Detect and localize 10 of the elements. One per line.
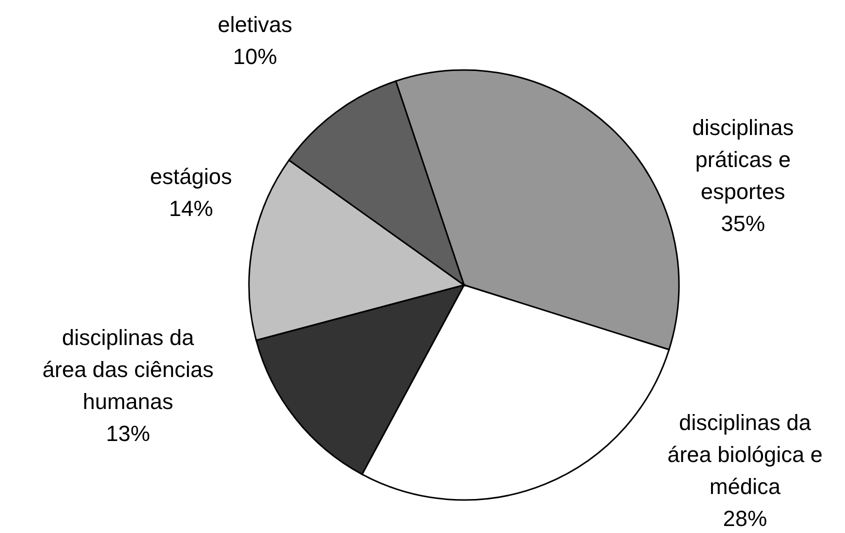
slice-label: estágios bbox=[150, 164, 232, 188]
slice-label: disciplinas da área das ciências humanas bbox=[42, 324, 214, 414]
slice-label: eletivas bbox=[218, 12, 292, 36]
data-label: 13% bbox=[106, 420, 150, 446]
data-label: 14% bbox=[168, 196, 214, 220]
slice-label: disciplinas práticas e esportes bbox=[692, 114, 794, 204]
data-label: 28% bbox=[722, 506, 768, 530]
slice-label: disciplinas da área biológica e médica bbox=[667, 410, 823, 498]
data-label: 35% bbox=[720, 210, 766, 236]
data-label: 10% bbox=[232, 44, 278, 68]
